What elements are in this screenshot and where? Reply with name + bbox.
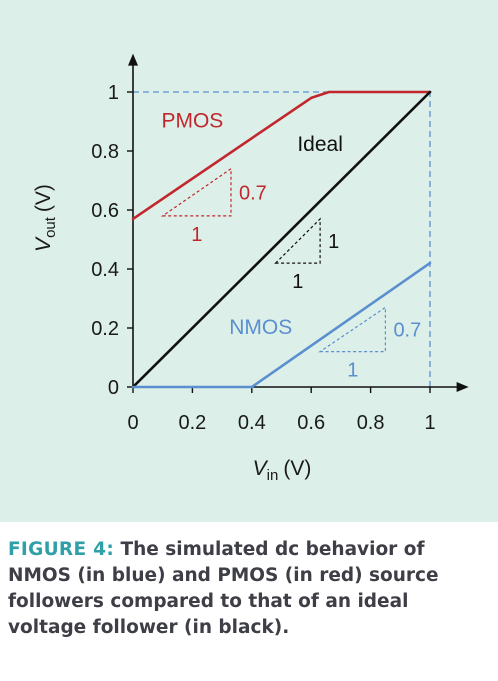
slope-triangle-nmos [318, 306, 386, 353]
x-tick-label: 0.8 [357, 412, 385, 434]
slope-run-label-nmos: 1 [347, 360, 358, 382]
slope-run-label-pmos: 1 [191, 224, 202, 246]
slope-rise-label-pmos: 0.7 [239, 182, 267, 204]
slope-triangle-ideal [274, 217, 321, 264]
slope-triangle-pmos [160, 167, 232, 217]
x-tick-label: 0.6 [297, 412, 325, 434]
series-line-nmos [131, 261, 432, 389]
y-tick-label: 0.2 [91, 318, 119, 340]
y-axis-label-var: V [32, 236, 55, 252]
slope-rise-label-ideal: 1 [328, 231, 339, 253]
y-tick-label: 0 [108, 377, 119, 399]
figure-caption: FIGURE 4: The simulated dc behavior of N… [8, 537, 492, 641]
chart-panel: 0 0.2 0.4 0.6 0.8 1 0 0.2 0.4 0.6 0.8 1 Vin (V) Vout(V… [0, 0, 498, 522]
series-line-ideal [131, 90, 432, 389]
x-tick-label: 0 [127, 412, 138, 434]
x-tick-label: 0.4 [238, 412, 266, 434]
y-axis-label-unit: (V) [32, 184, 55, 212]
x-axis-label-unit: (V) [283, 457, 311, 480]
series-label-ideal: Ideal [297, 133, 343, 156]
x-axis-label-var: V [253, 457, 269, 480]
x-tick-label: 0.2 [178, 412, 206, 434]
series-label-nmos: NMOS [229, 316, 292, 339]
y-axis-label-sub: out [42, 216, 59, 238]
y-axis-arrow [128, 53, 138, 66]
y-tick-label: 0.6 [91, 200, 119, 222]
y-tick-label: 0.4 [91, 259, 119, 281]
x-axis-label-sub: in [267, 467, 279, 484]
y-tick-label: 1 [108, 82, 119, 104]
slope-run-label-ideal: 1 [292, 271, 303, 293]
y-axis-label: Vout (V) [32, 184, 59, 252]
y-tick-label: 0.8 [91, 141, 119, 163]
x-axis-arrow [456, 382, 469, 392]
series-line-pmos [131, 90, 432, 221]
series-label-pmos: PMOS [161, 109, 223, 132]
caption-label: FIGURE 4: [8, 539, 115, 560]
x-axis-label: Vin (V) [253, 457, 312, 484]
caption-text: The simulated dc behavior of NMOS (in bl… [8, 539, 439, 638]
x-tick-label: 1 [424, 412, 435, 434]
slope-rise-label-nmos: 0.7 [393, 319, 421, 341]
